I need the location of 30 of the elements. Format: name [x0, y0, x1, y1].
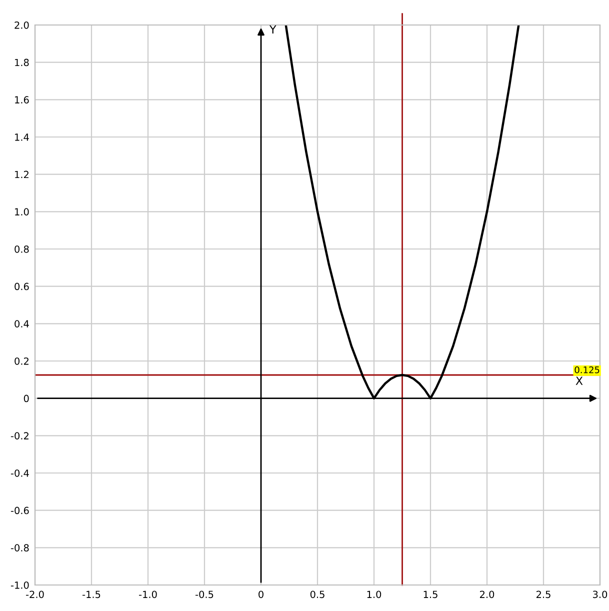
- x-tick-label: 2.5: [536, 590, 550, 598]
- y-tick-label: 1.4: [15, 134, 29, 141]
- x-tick-label: 1.5: [424, 590, 438, 598]
- x-tick-label: 1.0: [367, 590, 382, 598]
- x-tick-label: -1.5: [82, 590, 100, 598]
- y-tick-label: 0: [24, 394, 29, 402]
- y-tick-label: 0.2: [14, 357, 28, 365]
- y-tick-label: 1.2: [15, 170, 28, 178]
- x-tick-label: 2.0: [480, 590, 494, 598]
- x-tick-label: -1.0: [138, 590, 157, 598]
- x-tick-label: -0.5: [195, 590, 214, 598]
- y-tick-label: -0.6: [10, 506, 29, 514]
- x-axis-title: X: [576, 376, 583, 385]
- y-tick-label: -1.0: [10, 581, 29, 589]
- y-tick-label: 0.8: [14, 245, 29, 253]
- y-tick-label: -0.8: [10, 544, 29, 552]
- y-tick-label: 0.6: [14, 282, 29, 290]
- y-tick-label: 2.0: [14, 21, 29, 29]
- y-tick-label: 0.4: [14, 320, 29, 328]
- y-tick-label: 1.0: [15, 208, 29, 216]
- x-tick-label: 3.0: [593, 590, 608, 598]
- x-tick-label: -2.0: [26, 590, 44, 598]
- y-tick-label: 1.6: [15, 96, 29, 104]
- ref-line-label: 0.125: [574, 366, 600, 374]
- y-tick-label: -0.4: [10, 469, 29, 477]
- y-axis-title: Y: [269, 25, 276, 34]
- y-tick-label: -0.2: [10, 432, 28, 440]
- x-tick-label: 0: [258, 590, 264, 598]
- y-tick-label: 1.8: [15, 58, 29, 66]
- x-tick-label: 0.5: [310, 590, 324, 598]
